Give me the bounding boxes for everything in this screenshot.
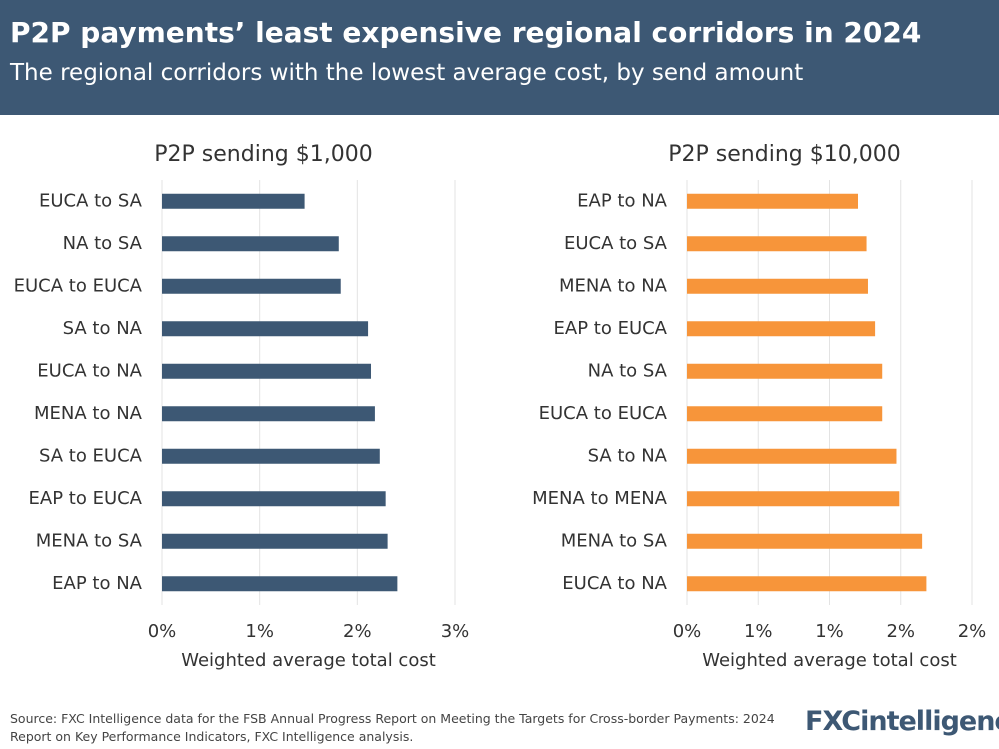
- y-tick-label: NA to SA: [588, 360, 668, 381]
- y-tick-label: EUCA to NA: [37, 360, 142, 381]
- y-tick-label: EUCA to SA: [39, 190, 143, 211]
- bar: [687, 491, 900, 507]
- y-tick-label: EAP to EUCA: [29, 488, 143, 509]
- logo: FXCintelligence: [805, 706, 999, 737]
- y-tick-label: EUCA to SA: [564, 233, 668, 254]
- bar: [687, 363, 883, 379]
- x-axis-label: Weighted average total cost: [181, 650, 436, 671]
- bar: [687, 193, 858, 209]
- title: P2P payments’ least expensive regional c…: [10, 16, 922, 49]
- y-tick-label: NA to SA: [63, 233, 143, 254]
- y-tick-label: EAP to NA: [577, 190, 668, 211]
- header: P2P payments’ least expensive regional c…: [0, 0, 999, 115]
- y-tick-label: EUCA to EUCA: [539, 403, 668, 424]
- x-tick-label: 0%: [673, 621, 702, 642]
- x-tick-label: 2%: [958, 621, 987, 642]
- bar: [687, 406, 883, 422]
- y-tick-label: SA to NA: [63, 318, 143, 339]
- bar: [687, 448, 897, 464]
- bar: [687, 576, 927, 592]
- bar: [162, 236, 339, 252]
- y-tick-label: SA to NA: [588, 445, 668, 466]
- x-tick-label: 0%: [148, 621, 177, 642]
- bar: [162, 193, 305, 209]
- x-tick-label: 2%: [343, 621, 372, 642]
- x-tick-label: 2%: [886, 621, 915, 642]
- chart-title: P2P sending $10,000: [668, 142, 900, 167]
- x-tick-label: 1%: [815, 621, 844, 642]
- bar: [162, 491, 386, 507]
- y-tick-label: MENA to SA: [36, 530, 143, 551]
- bar: [687, 236, 867, 252]
- y-tick-label: EUCA to EUCA: [14, 275, 143, 296]
- y-tick-label: EAP to NA: [52, 573, 143, 594]
- y-tick-label: SA to EUCA: [39, 445, 143, 466]
- bar: [162, 448, 380, 464]
- x-tick-label: 1%: [245, 621, 274, 642]
- bar: [687, 278, 868, 294]
- bar: [687, 321, 876, 337]
- bar: [162, 406, 375, 422]
- bar: [162, 363, 372, 379]
- y-tick-label: EUCA to NA: [562, 573, 667, 594]
- y-tick-label: EAP to EUCA: [554, 318, 668, 339]
- x-axis-label: Weighted average total cost: [702, 650, 957, 671]
- bar: [687, 533, 923, 549]
- bar: [162, 533, 388, 549]
- y-tick-label: MENA to NA: [34, 403, 143, 424]
- chart-title: P2P sending $1,000: [154, 142, 372, 167]
- subtitle: The regional corridors with the lowest a…: [10, 60, 804, 86]
- y-tick-label: MENA to NA: [559, 275, 668, 296]
- y-tick-label: MENA to MENA: [532, 488, 668, 509]
- y-tick-label: MENA to SA: [561, 530, 668, 551]
- bar: [162, 278, 341, 294]
- source-note: Source: FXC Intelligence data for the FS…: [10, 711, 775, 744]
- x-tick-label: 1%: [744, 621, 773, 642]
- x-tick-label: 3%: [441, 621, 470, 642]
- bar: [162, 321, 369, 337]
- bar: [162, 576, 398, 592]
